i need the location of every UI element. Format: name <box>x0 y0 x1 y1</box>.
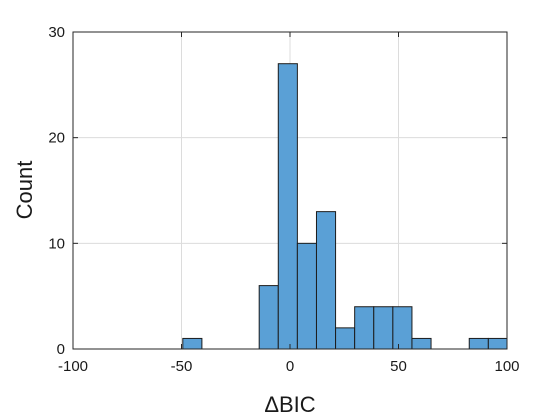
y-axis-label: Count <box>12 161 37 220</box>
x-tick-label: 0 <box>286 358 294 375</box>
x-axis-label: ΔBIC <box>264 392 315 417</box>
y-tick-label: 20 <box>48 130 65 147</box>
histogram-bar <box>335 327 356 350</box>
histogram-bar <box>392 306 413 350</box>
histogram-bar <box>354 306 375 350</box>
histogram-bar <box>487 337 508 350</box>
y-tick-label: 10 <box>48 235 65 252</box>
y-tick-label: 0 <box>57 341 65 358</box>
x-tick-label: 100 <box>494 358 519 375</box>
y-tick-labels: 0 10 20 30 <box>48 24 65 358</box>
histogram-bar <box>182 337 203 350</box>
histogram-bars <box>182 63 508 350</box>
histogram-bar <box>258 285 279 350</box>
histogram-bar <box>468 337 489 350</box>
y-tick-label: 30 <box>48 24 65 41</box>
x-tick-labels: -100 -50 0 50 100 <box>58 358 520 375</box>
histogram-bar <box>296 242 317 350</box>
histogram-bar <box>277 63 298 350</box>
x-tick-label: -100 <box>58 358 88 375</box>
x-tick-label: -50 <box>171 358 193 375</box>
histogram-bar <box>315 211 337 350</box>
axis-ticks <box>72 31 508 350</box>
histogram-bar <box>411 337 432 350</box>
x-tick-label: 50 <box>390 358 407 375</box>
histogram-bar <box>373 306 394 350</box>
